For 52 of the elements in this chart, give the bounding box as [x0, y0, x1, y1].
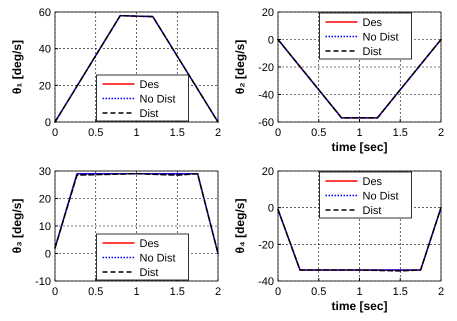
y-tick-label: -20 [258, 62, 274, 74]
x-tick-label: 2 [438, 127, 444, 139]
legend-label: Des [140, 79, 160, 91]
y-tick-label: 0 [44, 248, 51, 260]
x-axis-title: time [sec] [331, 140, 388, 154]
y-tick-label: 10 [38, 221, 51, 233]
x-tick-label: 1 [133, 286, 140, 298]
x-axis-title: time [sec] [331, 299, 388, 313]
x-tick-label: 1.5 [170, 127, 185, 139]
legend-label: Des [362, 17, 383, 29]
x-tick-label: 2 [214, 286, 222, 298]
legend-label: No Dist [140, 94, 176, 106]
legend-label: No Dist [362, 32, 399, 44]
legend-label: Dist [140, 108, 158, 120]
y-tick-label: -60 [258, 117, 274, 129]
x-tick-label: 0.5 [88, 286, 104, 298]
y-tick-label: 20 [262, 7, 274, 19]
x-tick-label: 1.5 [392, 127, 408, 139]
y-tick-label: -20 [258, 239, 274, 252]
legend-label: Des [140, 238, 160, 250]
y-tick-label: 0 [44, 117, 51, 129]
legend-label: Des [362, 176, 383, 188]
y-tick-label: -40 [258, 90, 274, 102]
y-tick-label: 20 [38, 80, 51, 92]
x-tick-label: 1 [356, 127, 363, 139]
y-axis-title: θ₄ [deg/s] [233, 198, 247, 254]
x-tick-label: 1.5 [170, 286, 185, 298]
y-tick-label: 40 [38, 44, 51, 56]
legend-label: Dist [362, 46, 382, 58]
y-tick-label: -40 [258, 276, 274, 288]
x-tick-label: 0.5 [311, 286, 326, 298]
y-tick-label: 0 [268, 34, 274, 46]
y-tick-label: 0 [268, 202, 274, 215]
y-tick-label: 30 [38, 166, 51, 178]
y-axis-title: θ₁ [deg/s] [10, 40, 24, 94]
x-tick-label: 0.5 [88, 127, 104, 139]
x-tick-label: 0.5 [311, 127, 326, 139]
y-tick-label: 60 [38, 7, 51, 19]
x-tick-label: 1 [356, 286, 363, 298]
x-tick-label: 1 [133, 127, 140, 139]
x-tick-label: 1.5 [392, 286, 408, 298]
x-tick-label: 2 [438, 286, 444, 298]
legend-label: No Dist [362, 190, 399, 202]
x-tick-label: 2 [214, 127, 222, 139]
legend-label: Dist [140, 267, 158, 279]
legend-label: Dist [362, 205, 382, 217]
y-tick-label: -10 [35, 276, 51, 288]
y-tick-label: 20 [262, 166, 274, 178]
y-axis-title: θ₃ [deg/s] [10, 198, 24, 254]
y-tick-label: 20 [38, 194, 51, 206]
y-axis-title: θ₂ [deg/s] [233, 40, 247, 94]
legend-label: No Dist [140, 252, 176, 264]
